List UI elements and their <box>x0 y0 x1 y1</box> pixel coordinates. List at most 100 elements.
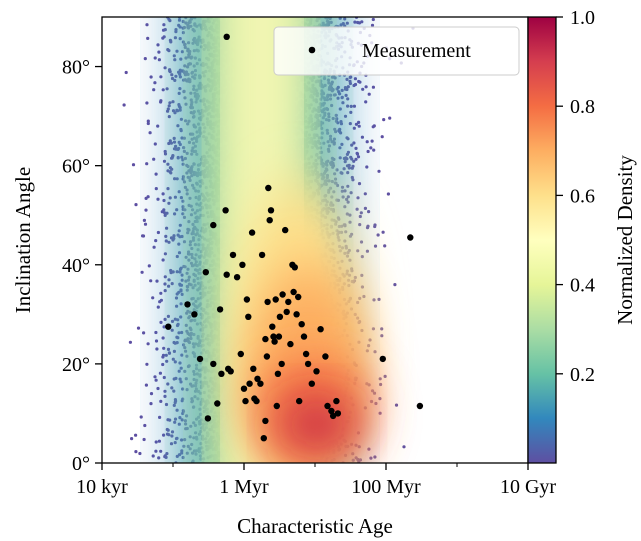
y-tick-label: 80° <box>62 57 90 79</box>
measurement-point <box>293 311 300 318</box>
measurement-point <box>210 221 217 229</box>
measurement-point <box>328 407 335 415</box>
measurement-point <box>248 229 256 236</box>
measurement-point <box>333 397 340 405</box>
measurement-point <box>322 353 329 360</box>
legend-label-measurement: Measurement <box>362 40 471 62</box>
x-tick-label: 1 Myr <box>219 476 269 498</box>
measurement-point <box>269 323 276 330</box>
measurement-point <box>313 368 320 375</box>
measurement-point <box>202 269 209 276</box>
measurement-point <box>379 355 386 363</box>
measurement-point <box>262 417 269 425</box>
measurement-point <box>276 313 284 320</box>
measurement-point <box>210 360 217 368</box>
measurement-point <box>283 308 290 316</box>
colorbar-tick-label: 0.6 <box>570 185 595 207</box>
measurement-point <box>218 370 225 377</box>
measurement-point <box>216 306 224 313</box>
y-axis-label: Inclination Angle <box>11 167 35 313</box>
measurement-point <box>258 251 266 259</box>
measurement-point <box>165 323 172 330</box>
y-tick-label: 20° <box>62 354 90 376</box>
measurement-point <box>274 370 282 377</box>
y-axis: 0° 20° 40° 60° 80° <box>62 57 102 475</box>
measurement-point <box>329 412 337 420</box>
legend: Measurement <box>273 26 520 76</box>
measurement-point <box>227 368 234 375</box>
legend-marker <box>308 46 316 54</box>
measurement-point <box>304 360 312 368</box>
measurement-point <box>334 410 342 417</box>
measurement-point <box>243 296 251 303</box>
colorbar-gradient <box>527 16 557 464</box>
measurement-point <box>273 402 280 410</box>
measurement-point <box>214 400 221 407</box>
measurement-point <box>223 33 230 40</box>
measurement-point <box>290 288 297 296</box>
measurement-point <box>264 298 271 306</box>
measurement-point <box>266 217 273 224</box>
measurement-point <box>239 261 246 268</box>
measurement-point <box>184 301 191 308</box>
measurement-point <box>272 296 279 303</box>
measurement-point <box>254 375 261 382</box>
measurement-point <box>287 340 294 348</box>
measurement-point <box>285 298 292 306</box>
measurement-point <box>229 251 237 259</box>
measurement-point <box>222 207 229 214</box>
measurement-point <box>191 311 198 318</box>
measurement-point <box>250 365 257 372</box>
measurement-point <box>298 321 305 328</box>
measurement-point <box>263 353 271 360</box>
density-peak <box>285 397 349 453</box>
measurement-point <box>237 350 244 358</box>
measurement-point <box>279 291 286 298</box>
x-axis: 10 kyr 1 Myr 100 Myr 10 Gyr <box>76 463 556 498</box>
measurement-point <box>308 380 315 387</box>
colorbar-tick-label: 1.0 <box>570 7 595 29</box>
colorbar: 0.2 0.4 0.6 0.8 1.0 Normalized Density <box>527 7 637 464</box>
measurement-point <box>317 326 324 333</box>
measurement-point <box>240 385 248 392</box>
colorbar-ticks: 0.2 0.4 0.6 0.8 1.0 <box>556 7 595 386</box>
measurement-point <box>416 402 424 410</box>
measurement-point <box>295 293 302 301</box>
x-tick-label: 10 kyr <box>76 476 128 498</box>
measurement-point <box>302 350 310 358</box>
x-axis-label: Characteristic Age <box>237 514 393 538</box>
measurement-point <box>271 338 278 345</box>
x-tick-label: 10 Gyr <box>500 476 556 498</box>
colorbar-tick-label: 0.8 <box>570 96 595 118</box>
y-tick-label: 0° <box>72 453 90 475</box>
colorbar-label: Normalized Density <box>613 155 637 325</box>
measurement-point <box>257 380 264 387</box>
measurement-point <box>296 397 303 405</box>
measurement-point <box>270 333 277 340</box>
measurement-point <box>275 333 283 340</box>
measurement-point <box>196 355 204 363</box>
measurement-point <box>265 184 272 192</box>
measurement-point <box>291 264 298 271</box>
plot-area <box>102 17 528 463</box>
measurement-points <box>165 33 424 442</box>
measurement-point <box>407 234 414 241</box>
measurement-point <box>267 207 275 214</box>
colorbar-tick-label: 0.4 <box>570 275 595 297</box>
measurement-point <box>242 397 249 405</box>
measurement-point <box>282 226 289 234</box>
measurement-point <box>233 274 241 281</box>
measurement-point <box>246 380 253 387</box>
measurement-point <box>204 415 212 422</box>
measurement-point <box>260 435 267 442</box>
measurement-point <box>278 360 285 368</box>
legend-box <box>273 26 520 76</box>
measurement-point <box>223 271 230 278</box>
measurement-point <box>262 335 269 343</box>
x-tick-label: 100 Myr <box>351 476 421 498</box>
measurement-point <box>300 333 308 340</box>
measurement-point <box>324 402 331 410</box>
colorbar-tick-label: 0.2 <box>570 364 595 386</box>
measurement-point <box>253 397 260 405</box>
